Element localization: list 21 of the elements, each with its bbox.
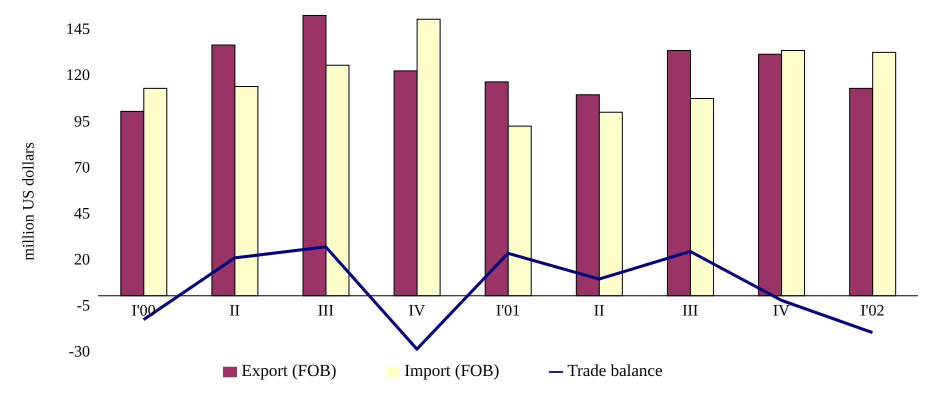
x-tick-label: IV (408, 302, 426, 320)
y-tick-label: -5 (76, 298, 90, 315)
x-tick-label: III (318, 302, 334, 320)
legend-label: Trade balance (567, 361, 663, 380)
x-tick-label: I'01 (496, 302, 520, 320)
y-tick-label: 120 (66, 67, 90, 84)
x-tick-label: I'02 (860, 302, 885, 320)
y-tick-label: -30 (68, 344, 90, 361)
y-tick-label: 20 (74, 252, 90, 269)
legend-label: Export (FOB) (241, 361, 336, 380)
y-tick-label: 45 (74, 205, 90, 222)
legend-label: Import (FOB) (404, 361, 500, 380)
x-tick-label: IV (772, 302, 790, 320)
y-tick-label: 145 (66, 21, 90, 38)
y-axis-title: million US dollars (20, 142, 38, 260)
x-tick-label: II (594, 302, 604, 320)
y-tick-label: 70 (74, 159, 90, 176)
x-tick-label: II (229, 302, 240, 320)
y-tick-label: 95 (74, 113, 90, 130)
x-tick-label: I'00 (131, 302, 156, 320)
x-tick-label: III (682, 302, 698, 320)
